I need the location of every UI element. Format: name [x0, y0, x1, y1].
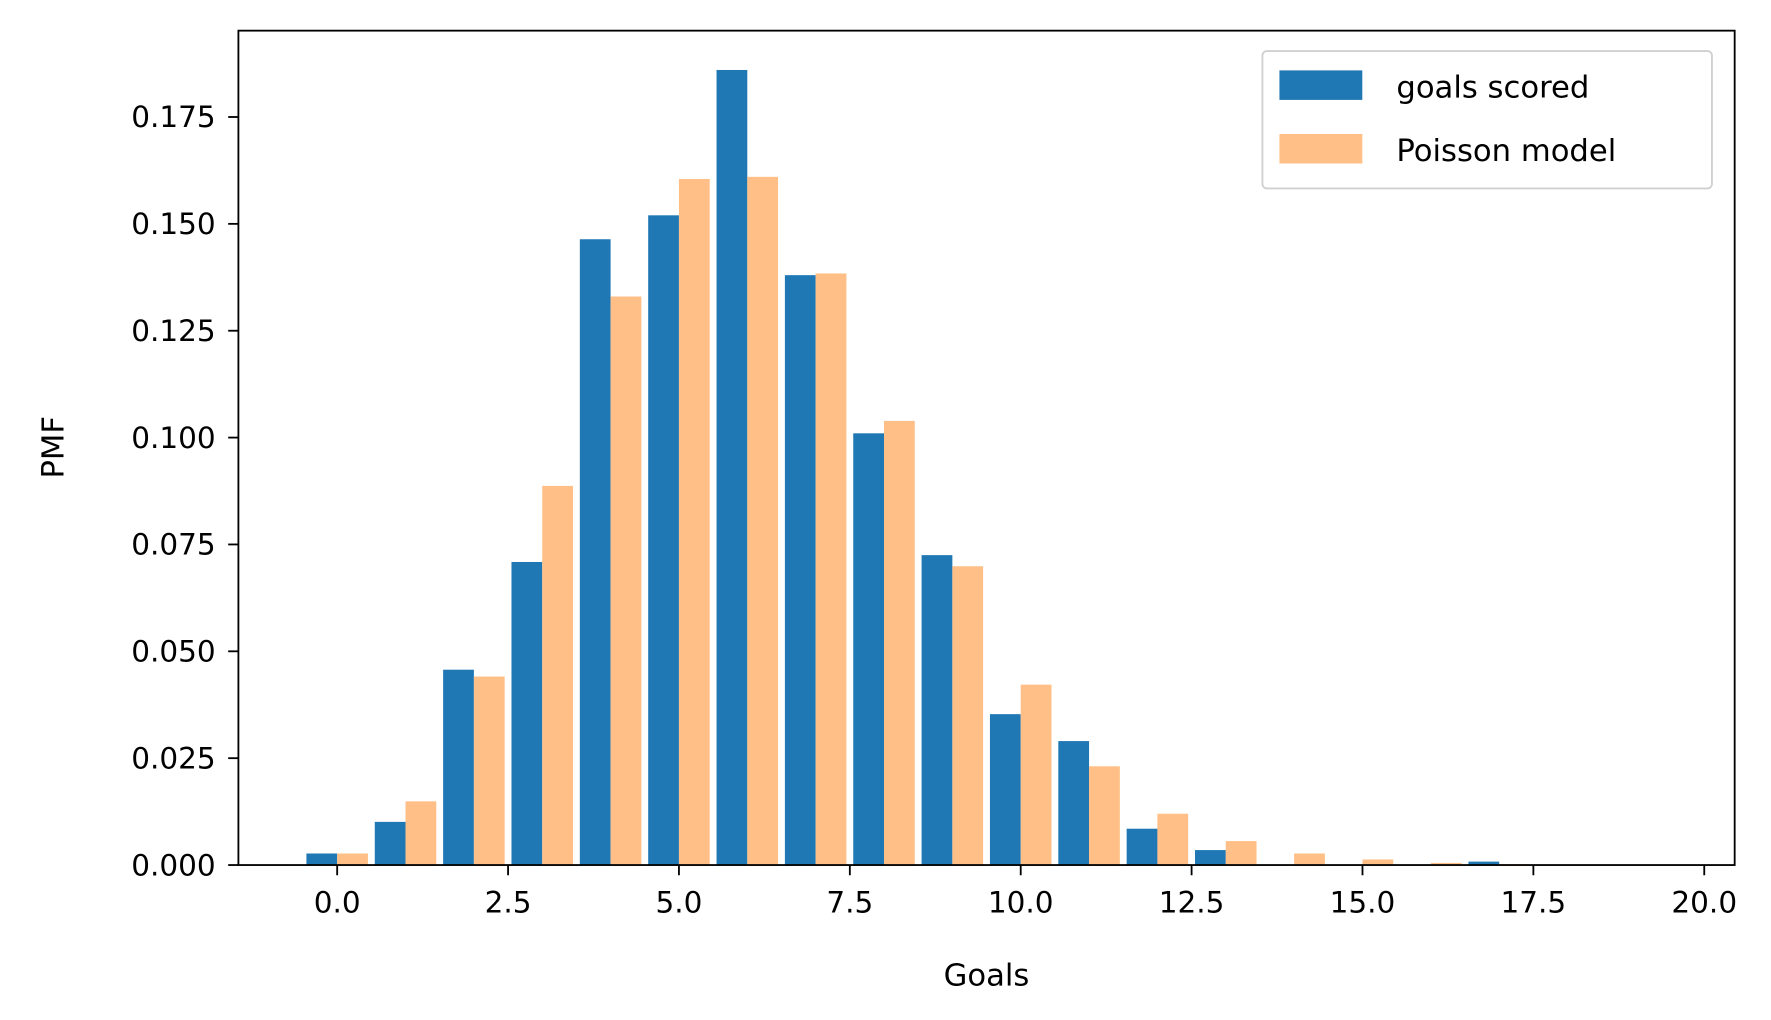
y-tick-label: 0.100: [131, 421, 215, 455]
bar-goals-scored-4: [579, 239, 611, 866]
bar-poisson-model-0: [337, 853, 368, 866]
bar-poisson-model-6: [747, 176, 779, 866]
legend-label-poisson-model: Poisson model: [1396, 134, 1616, 169]
bar-goals-scored-10: [989, 714, 1021, 866]
bar-poisson-model-3: [542, 485, 573, 866]
legend-label-goals-scored: goals scored: [1396, 71, 1589, 106]
bar-goals-scored-1: [374, 821, 406, 866]
y-tick-label: 0.175: [131, 100, 215, 134]
bar-poisson-model-15: [1362, 859, 1394, 866]
bar-goals-scored-0: [306, 853, 338, 866]
bar-goals-scored-2: [443, 669, 474, 866]
x-tick-label: 15.0: [1330, 886, 1396, 920]
y-tick-label: 0.075: [131, 528, 215, 562]
x-tick-label: 2.5: [485, 886, 532, 920]
bar-goals-scored-17: [1468, 861, 1500, 866]
y-tick-label: 0.125: [131, 314, 215, 348]
x-tick-label: 5.0: [655, 886, 702, 920]
bar-goals-scored-6: [716, 69, 748, 866]
bar-goals-scored-12: [1126, 828, 1158, 866]
plot-frame: [237, 29, 1736, 866]
bar-goals-scored-11: [1058, 741, 1090, 866]
x-tick-label: 0.0: [314, 886, 361, 920]
x-axis-label: Goals: [944, 958, 1030, 993]
y-axis-ticks: 0.000 0.025 0.050 0.075 0.100 0.125 0.150 0.175: [131, 100, 239, 882]
bar-goals-scored-13: [1195, 850, 1226, 866]
bar-poisson-model-2: [473, 676, 505, 866]
bar-goals-scored-5: [648, 215, 679, 866]
bar-poisson-model-12: [1157, 813, 1189, 866]
x-tick-label: 17.5: [1501, 886, 1567, 920]
bar-poisson-model-10: [1020, 684, 1052, 866]
bar-goals-scored-9: [921, 555, 953, 866]
bar-poisson-model-11: [1089, 766, 1120, 866]
legend-frame: [1261, 50, 1713, 190]
y-axis-label: PMF: [37, 416, 72, 479]
x-tick-label: 7.5: [826, 886, 873, 920]
bar-poisson-model-14: [1294, 853, 1325, 866]
y-tick-label: 0.050: [131, 635, 215, 669]
x-tick-label: 10.0: [988, 886, 1054, 920]
y-tick-label: 0.150: [131, 207, 215, 241]
bar-poisson-model-16: [1430, 862, 1462, 866]
bar-goals-scored-7: [784, 275, 816, 866]
bar-poisson-model-9: [952, 566, 984, 866]
bar-goals-scored-3: [511, 561, 543, 866]
legend: goals scored Poisson model: [1261, 50, 1713, 190]
legend-swatch-goals-scored: [1279, 70, 1363, 100]
y-tick-label: 0.025: [131, 741, 215, 775]
legend-swatch-poisson-model: [1279, 133, 1363, 164]
bar-poisson-model-1: [405, 801, 437, 866]
bar-poisson-model-8: [884, 420, 915, 866]
bars-group: [306, 69, 1530, 866]
x-tick-label: 12.5: [1159, 886, 1225, 920]
bar-poisson-model-4: [610, 296, 642, 866]
bar-poisson-model-5: [678, 178, 710, 866]
bar-goals-scored-8: [853, 433, 885, 866]
y-tick-label: 0.000: [131, 848, 215, 882]
bar-poisson-model-7: [815, 273, 847, 866]
bar-poisson-model-13: [1225, 841, 1257, 866]
x-axis-ticks: 0.0 2.5 5.0 7.5 10.0 12.5 15.0 17.5 20.0: [314, 865, 1737, 920]
x-tick-label: 20.0: [1671, 886, 1737, 920]
